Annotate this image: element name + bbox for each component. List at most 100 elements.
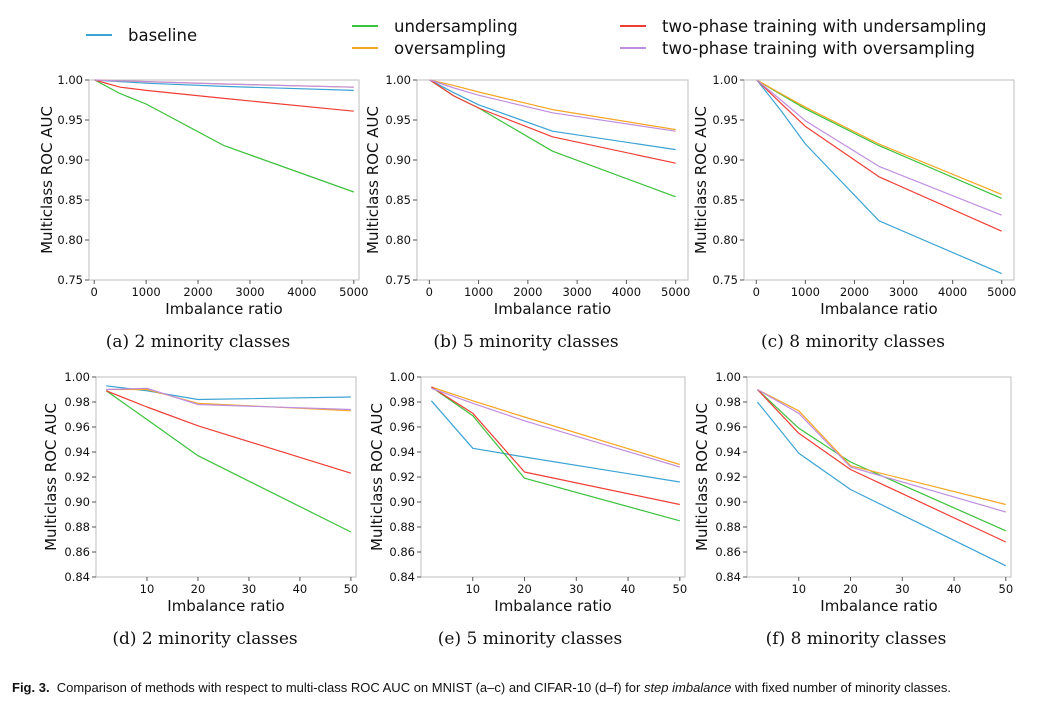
y-tick-label: 0.90 bbox=[712, 153, 738, 167]
chart-panel-a: 0 1000 2000 3000 4000 5000 0.75 0.80 0.85 0.90 0.9… bbox=[38, 73, 368, 352]
x-axis-label: Imbalance ratio bbox=[820, 597, 937, 615]
y-tick-label: 1.00 bbox=[712, 73, 738, 87]
x-tick-label: 0 bbox=[426, 285, 433, 299]
y-tick-label: 0.84 bbox=[64, 570, 90, 584]
figure-caption-label: Fig. 3. bbox=[12, 680, 50, 695]
y-tick-label: 1.00 bbox=[389, 370, 415, 384]
y-axis-label: Multiclass ROC AUC bbox=[364, 106, 382, 254]
y-tick-label: 0.96 bbox=[715, 420, 741, 434]
series-line-undersampling bbox=[429, 79, 676, 198]
series-line-baseline bbox=[429, 79, 676, 151]
x-tick-label: 1000 bbox=[131, 285, 160, 299]
x-tick-label: 4000 bbox=[938, 285, 967, 299]
series-line-two-phase-training-with-oversampling bbox=[429, 79, 676, 132]
y-tick-label: 0.88 bbox=[389, 520, 415, 534]
series-line-two-phase-training-with-undersampling bbox=[756, 389, 1007, 543]
series-line-baseline bbox=[756, 401, 1007, 567]
series-line-undersampling bbox=[431, 386, 680, 522]
x-tick-label: 30 bbox=[569, 582, 584, 596]
series-line-undersampling bbox=[105, 390, 352, 533]
legend-label-baseline: baseline bbox=[128, 26, 197, 45]
x-tick-label: 5000 bbox=[987, 285, 1016, 299]
y-tick-label: 0.94 bbox=[389, 445, 415, 459]
y-tick-label: 1.00 bbox=[57, 73, 83, 87]
series-line-undersampling bbox=[94, 79, 355, 193]
y-tick-label: 1.00 bbox=[715, 370, 741, 384]
legend: baseline undersampling oversampling two-pha… bbox=[86, 17, 986, 58]
y-tick-label: 0.85 bbox=[57, 193, 83, 207]
y-tick-label: 1.00 bbox=[64, 370, 90, 384]
y-tick-label: 0.98 bbox=[715, 395, 741, 409]
chart-panel-e: 10 20 30 40 50 0.84 0.86 0.88 0.90 0.92 0.94 0.96 0.… bbox=[368, 370, 687, 649]
x-tick-label: 10 bbox=[140, 582, 155, 596]
x-axis-label: Imbalance ratio bbox=[165, 300, 282, 318]
x-tick-label: 50 bbox=[344, 582, 359, 596]
y-tick-label: 0.92 bbox=[715, 470, 741, 484]
y-tick-label: 0.75 bbox=[57, 273, 83, 287]
y-tick-label: 0.95 bbox=[712, 113, 738, 127]
x-tick-label: 3000 bbox=[562, 285, 591, 299]
series-line-oversampling bbox=[429, 79, 676, 131]
series-line-baseline bbox=[756, 79, 1002, 275]
y-tick-label: 0.80 bbox=[385, 233, 411, 247]
series-line-oversampling bbox=[757, 388, 1006, 506]
y-tick-label: 0.88 bbox=[715, 520, 741, 534]
x-axis-label: Imbalance ratio bbox=[494, 597, 611, 615]
y-tick-label: 0.95 bbox=[385, 113, 411, 127]
x-tick-label: 0 bbox=[753, 285, 760, 299]
x-tick-label: 2000 bbox=[840, 285, 869, 299]
x-tick-label: 10 bbox=[791, 582, 806, 596]
y-tick-label: 0.85 bbox=[712, 193, 738, 207]
x-tick-label: 40 bbox=[947, 582, 962, 596]
series-line-two-phase-training-with-oversampling bbox=[431, 387, 680, 468]
y-tick-label: 0.96 bbox=[64, 420, 90, 434]
y-tick-label: 0.80 bbox=[712, 233, 738, 247]
figure-caption-text-after: with fixed number of minority classes. bbox=[731, 680, 952, 695]
x-tick-label: 3000 bbox=[889, 285, 918, 299]
y-tick-label: 0.90 bbox=[385, 153, 411, 167]
x-tick-label: 30 bbox=[242, 582, 257, 596]
x-tick-label: 2000 bbox=[513, 285, 542, 299]
x-tick-label: 4000 bbox=[612, 285, 641, 299]
y-tick-label: 0.84 bbox=[715, 570, 741, 584]
legend-item-two-phase-training-with-undersampling: two-phase training with undersampling bbox=[620, 17, 986, 36]
y-tick-label: 0.98 bbox=[389, 395, 415, 409]
y-tick-label: 0.75 bbox=[712, 273, 738, 287]
legend-label-oversampling: oversampling bbox=[394, 39, 506, 58]
y-tick-label: 0.94 bbox=[715, 445, 741, 459]
x-axis-label: Imbalance ratio bbox=[167, 597, 284, 615]
plot-frame-c bbox=[743, 79, 1015, 281]
plot-frame-d bbox=[95, 376, 357, 578]
y-tick-label: 0.90 bbox=[57, 153, 83, 167]
legend-label-two-phase-training-with-oversampling: two-phase training with oversampling bbox=[662, 39, 975, 58]
series-line-two-phase-training-with-undersampling bbox=[756, 79, 1002, 232]
y-tick-label: 0.80 bbox=[57, 233, 83, 247]
chart-panel-c: 0 1000 2000 3000 4000 5000 0.75 0.80 0.85 0.90 0.9… bbox=[692, 73, 1016, 352]
y-tick-label: 0.92 bbox=[64, 470, 90, 484]
y-tick-label: 0.95 bbox=[57, 113, 83, 127]
y-tick-label: 0.92 bbox=[389, 470, 415, 484]
x-tick-label: 20 bbox=[191, 582, 206, 596]
x-tick-label: 4000 bbox=[287, 285, 316, 299]
legend-item-oversampling: oversampling bbox=[352, 39, 506, 58]
x-tick-label: 30 bbox=[895, 582, 910, 596]
y-tick-label: 0.84 bbox=[389, 570, 415, 584]
x-tick-label: 40 bbox=[293, 582, 308, 596]
chart-panel-b: 0 1000 2000 3000 4000 5000 0.75 0.80 0.85 0.90 0.9… bbox=[364, 73, 690, 352]
chart-panel-d: 10 20 30 40 50 0.84 0.86 0.88 0.90 0.92 0.94 0.96 0.… bbox=[42, 370, 358, 649]
y-axis-label: Multiclass ROC AUC bbox=[42, 403, 60, 551]
legend-item-two-phase-training-with-oversampling: two-phase training with oversampling bbox=[620, 39, 975, 58]
x-tick-label: 50 bbox=[673, 582, 688, 596]
chart-panel-f: 10 20 30 40 50 0.84 0.86 0.88 0.90 0.92 0.94 0.96 0.… bbox=[693, 370, 1013, 649]
series-line-oversampling bbox=[756, 79, 1002, 195]
series-line-baseline bbox=[430, 400, 680, 483]
x-tick-label: 40 bbox=[621, 582, 636, 596]
subcaption-c: (c) 8 minority classes bbox=[761, 332, 945, 352]
subcaption-b: (b) 5 minority classes bbox=[433, 332, 618, 352]
x-tick-label: 0 bbox=[91, 285, 98, 299]
legend-item-baseline: baseline bbox=[86, 26, 197, 45]
x-tick-label: 10 bbox=[465, 582, 480, 596]
series-line-two-phase-training-with-undersampling bbox=[105, 390, 352, 474]
series-line-two-phase-training-with-undersampling bbox=[94, 79, 354, 112]
